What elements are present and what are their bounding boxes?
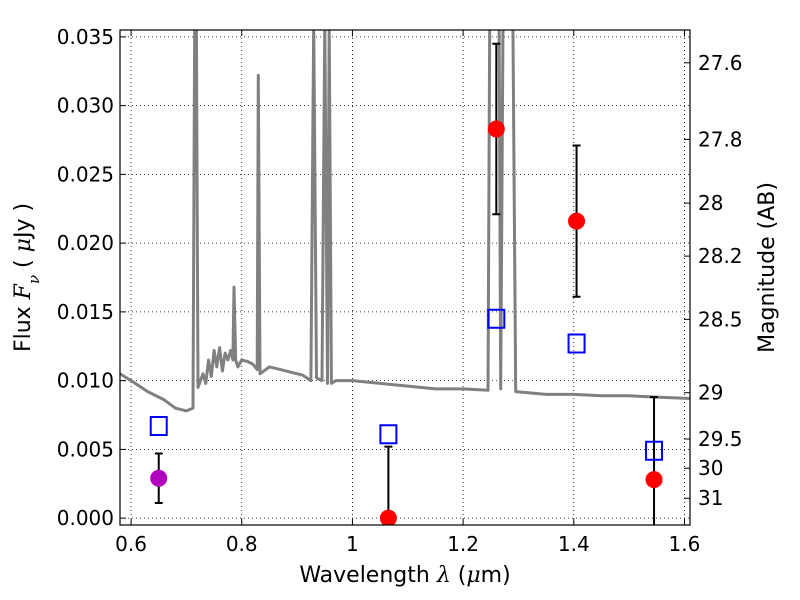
y2-tick-label: 29.5 — [698, 427, 743, 451]
y-axis-title: Flux Fν ( μJy ) — [11, 203, 43, 352]
y-axis-title-mu: μ — [11, 238, 36, 252]
plot-clipped-group — [120, 30, 690, 525]
y2-tick-label: 28.2 — [698, 244, 743, 268]
y2-tick-label: 28 — [698, 191, 723, 215]
flux-point — [379, 509, 397, 525]
y-axis-title-nu: ν — [25, 275, 43, 284]
ticks-layer: 0.6 0.8 1 1.2 1.4 1.6 0.000 0.005 0.010 0.015 0.02… — [57, 25, 743, 556]
y-tick-label: 0.035 — [57, 25, 114, 49]
y2-tick-label: 29 — [698, 381, 723, 405]
y-tick-label: 0.010 — [57, 369, 114, 393]
model-flux-square — [149, 416, 168, 436]
x-tick-label: 0.6 — [115, 532, 147, 556]
y2-tick-label: 27.8 — [698, 127, 743, 151]
y-tick-label: 0.005 — [57, 437, 114, 461]
x-tick-label: 1.6 — [669, 532, 701, 556]
x-axis-title-unit: m) — [481, 563, 511, 588]
y-axis-title-text: Flux — [11, 299, 36, 352]
flux-point — [150, 469, 168, 487]
x-tick-label: 1 — [346, 532, 359, 556]
y-tick-label: 0.015 — [57, 300, 114, 324]
x-tick-label: 1.2 — [447, 532, 479, 556]
y2-tick-label: 28.5 — [698, 307, 743, 331]
y-tick-label: 0.000 — [57, 506, 114, 530]
model-flux-square — [567, 333, 586, 354]
x-tick-label: 0.8 — [226, 532, 258, 556]
plot-layer — [120, 30, 690, 525]
x-axis-title-lambda: λ — [436, 563, 451, 588]
model-flux-square — [379, 424, 398, 445]
x-axis-title-mu: μ — [466, 563, 480, 588]
model-spectrum-line — [120, 30, 690, 413]
x-tick-label: 1.4 — [558, 532, 590, 556]
model-flux-square — [645, 440, 664, 461]
y-tick-label: 0.030 — [57, 94, 114, 118]
y2-tick-label: 30 — [698, 456, 723, 480]
y-axis-title-f: F — [11, 283, 36, 300]
flux-point — [568, 212, 586, 230]
y2-tick-label: 31 — [698, 486, 723, 510]
x-axis-title: Wavelength λ (μm) — [299, 563, 510, 588]
y2-tick-label: 27.6 — [698, 51, 743, 75]
y-axis-title-unit: Jy ) — [11, 203, 36, 240]
grid-layer — [120, 30, 690, 525]
y2-axis-title: Magnitude (AB) — [755, 182, 780, 353]
flux-point — [645, 471, 663, 489]
y-axis-title-open: ( — [11, 252, 36, 275]
plot-frame — [119, 29, 691, 526]
x-axis-title-open: ( — [451, 563, 467, 588]
x-axis-title-text: Wavelength — [299, 563, 437, 588]
y-tick-label: 0.025 — [57, 162, 114, 186]
flux-point — [487, 120, 505, 138]
y-tick-label: 0.020 — [57, 231, 114, 255]
model-flux-square — [487, 308, 506, 329]
